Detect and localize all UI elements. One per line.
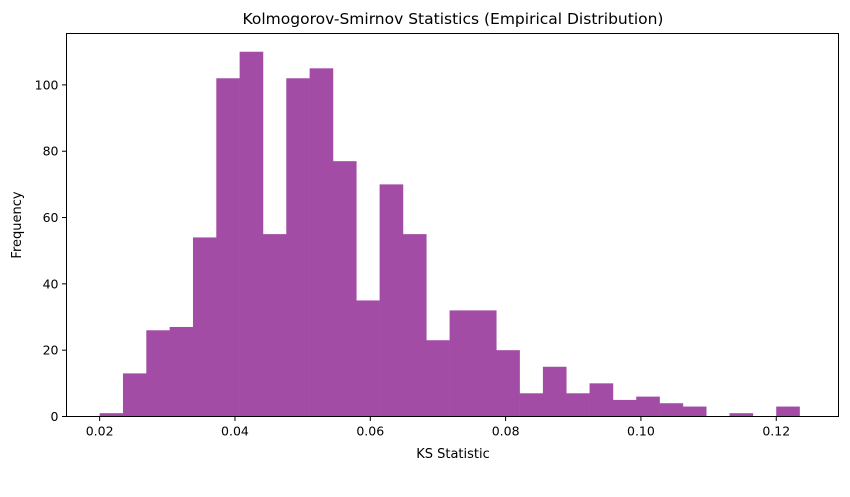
histogram-bar	[379, 184, 404, 417]
y-tick-label: 100	[35, 77, 59, 92]
histogram-bar	[659, 403, 684, 417]
chart-title: Kolmogorov-Smirnov Statistics (Empirical…	[243, 10, 664, 28]
histogram-bar	[472, 310, 497, 417]
histogram-bar	[519, 393, 544, 417]
histogram-bar	[542, 366, 567, 417]
histogram-bar	[239, 51, 264, 417]
histogram-bar	[589, 383, 614, 417]
x-tick-label: 0.06	[356, 424, 384, 439]
y-tick-label: 20	[43, 343, 59, 358]
histogram-bar	[216, 78, 240, 417]
histogram-bar	[356, 300, 380, 417]
x-axis: 0.02 0.04 0.06 0.08 0.10 0.12	[86, 416, 790, 439]
histogram-bar	[146, 330, 170, 417]
x-axis-label: KS Statistic	[416, 447, 490, 462]
histogram-bar	[449, 310, 474, 417]
histogram-bar	[776, 406, 800, 417]
histogram-bar	[612, 399, 637, 417]
y-tick-label: 40	[43, 276, 59, 291]
histogram-bar	[496, 350, 520, 417]
y-tick-label: 80	[43, 144, 59, 159]
y-tick-label: 60	[43, 210, 59, 225]
histogram-bar	[682, 406, 707, 417]
plot-frame	[66, 33, 839, 417]
x-tick-label: 0.12	[762, 424, 790, 439]
histogram-bar	[262, 234, 287, 417]
histogram-bar	[332, 161, 357, 417]
x-tick-label: 0.10	[627, 424, 655, 439]
histogram-bar	[566, 393, 590, 417]
histogram-bar	[729, 413, 754, 417]
histogram-bar	[426, 340, 450, 417]
bars-group	[99, 51, 800, 417]
x-tick-label: 0.08	[492, 424, 520, 439]
histogram-bar	[169, 326, 194, 417]
histogram-bar	[122, 373, 147, 417]
y-tick-label: 0	[51, 409, 59, 424]
histogram-bar	[99, 413, 124, 417]
x-tick-label: 0.02	[86, 424, 114, 439]
histogram-bar	[192, 237, 217, 417]
histogram-bar	[636, 396, 660, 417]
y-axis-label: Frequency	[10, 191, 25, 258]
histogram-bar	[402, 234, 427, 417]
y-axis: 0 20 40 60 80 100	[35, 77, 67, 424]
histogram-bar	[309, 68, 334, 417]
x-tick-label: 0.04	[221, 424, 249, 439]
histogram-bar	[286, 78, 310, 417]
